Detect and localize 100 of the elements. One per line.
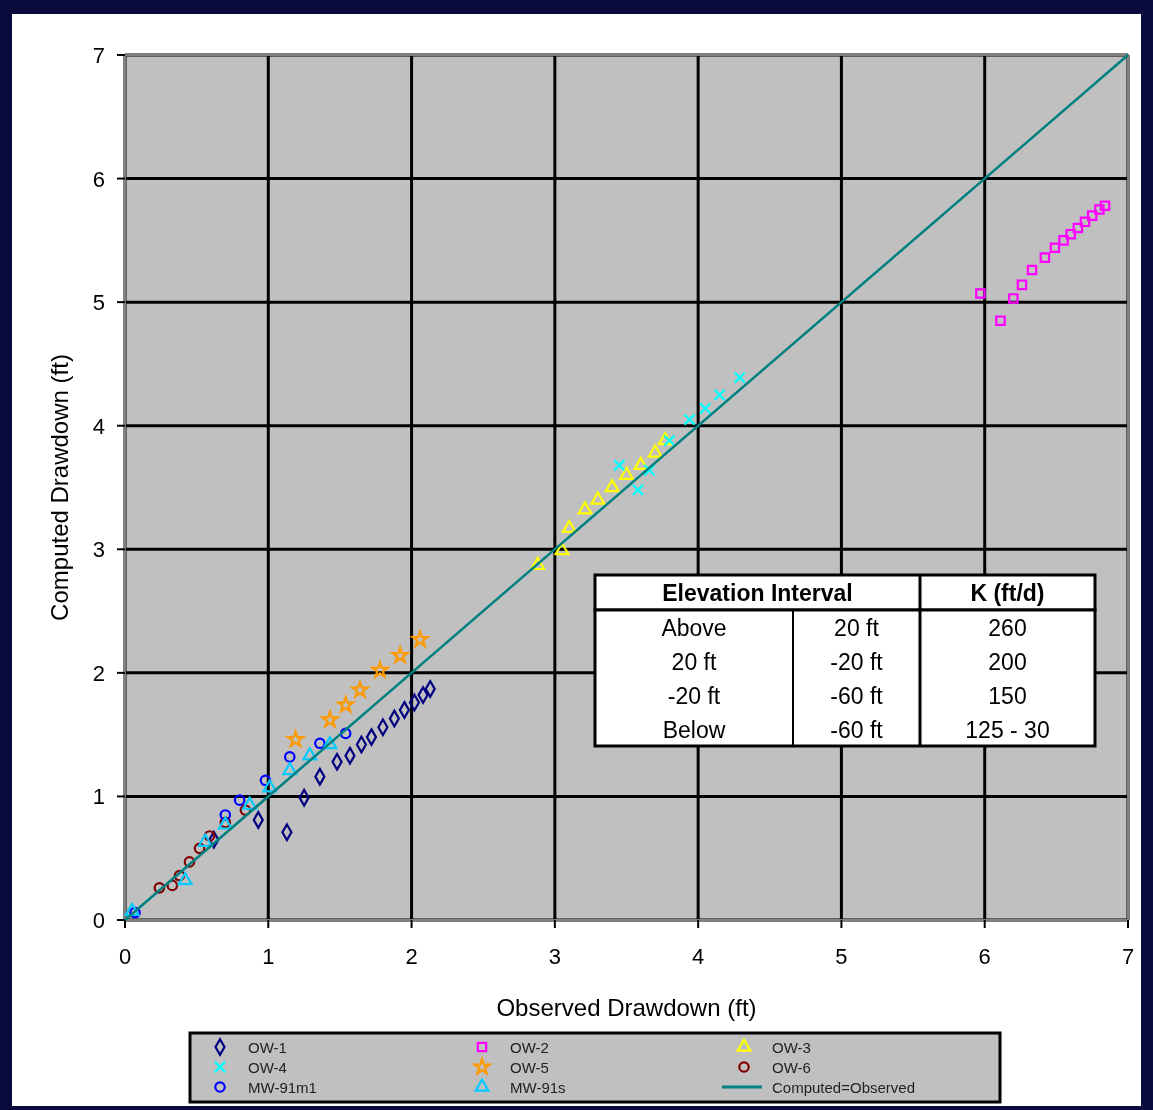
point	[1008, 293, 1019, 304]
point	[314, 737, 326, 750]
point	[302, 747, 318, 761]
annotation: -20 ft	[830, 649, 884, 675]
annotation: 20 ft	[834, 615, 880, 641]
point	[322, 736, 338, 750]
annotation: Elevation Interval	[662, 580, 853, 606]
x-tick-label: 5	[835, 944, 848, 969]
annotation: 150	[988, 683, 1027, 709]
point	[590, 491, 606, 505]
point	[1039, 252, 1051, 263]
point	[733, 371, 746, 384]
point	[242, 796, 258, 810]
point	[647, 444, 663, 458]
legend-label: OW-3	[772, 1039, 811, 1056]
point	[604, 479, 620, 493]
point	[1049, 242, 1061, 254]
y-tick-label: 2	[92, 660, 105, 686]
annotation: 260	[988, 615, 1027, 641]
point	[1065, 228, 1076, 240]
x-tick-label: 6	[978, 944, 991, 969]
point	[197, 833, 213, 847]
x-tick-label: 1	[262, 944, 275, 969]
point	[995, 315, 1006, 326]
annotation: 125 - 30	[965, 717, 1050, 743]
point	[339, 727, 352, 740]
point	[1099, 200, 1111, 212]
point	[975, 288, 986, 299]
x-axis-title: Observed Drawdown (ft)	[496, 994, 757, 1021]
annotation: -60 ft	[830, 717, 884, 743]
point	[129, 906, 141, 919]
point	[259, 774, 272, 787]
legend-label: MW-91m1	[248, 1079, 317, 1096]
annotation: -60 ft	[830, 683, 884, 709]
point	[319, 708, 341, 729]
y-tick-label: 0	[92, 908, 105, 933]
point	[699, 402, 712, 415]
point	[335, 693, 357, 715]
point	[663, 434, 676, 447]
legend-label: OW-6	[772, 1059, 811, 1076]
point	[1016, 279, 1028, 291]
legend-label: OW-4	[248, 1059, 287, 1076]
point	[619, 466, 634, 480]
point	[633, 456, 649, 471]
legend-label: OW-1	[248, 1039, 287, 1056]
point	[203, 830, 216, 842]
point	[409, 628, 431, 649]
x-tick-label: 4	[692, 944, 705, 969]
x-tick-label: 3	[548, 944, 561, 969]
x-tick-label: 2	[405, 944, 418, 969]
legend-label: OW-2	[510, 1039, 549, 1056]
x-tick-label: 0	[118, 944, 132, 969]
point	[193, 842, 206, 855]
point	[657, 432, 673, 446]
point	[631, 483, 645, 497]
annotation: Above	[661, 615, 727, 641]
point	[1094, 204, 1105, 215]
y-axis-title: Computed Drawdown (ft)	[46, 354, 73, 621]
point	[166, 879, 179, 892]
annotation: Below	[662, 717, 726, 743]
point	[183, 856, 196, 868]
point	[124, 902, 140, 917]
point	[153, 882, 166, 894]
annotation: K (ft/d)	[970, 580, 1045, 606]
point	[283, 751, 296, 763]
y-tick-label: 4	[92, 413, 105, 439]
annotation: 200	[988, 649, 1027, 675]
point	[177, 872, 193, 886]
point	[1079, 216, 1091, 228]
point	[173, 869, 186, 882]
y-tick-label: 5	[92, 290, 105, 316]
legend-label: MW-91s	[510, 1079, 566, 1096]
y-tick-label: 3	[92, 537, 105, 563]
point	[1026, 264, 1038, 276]
point	[713, 388, 726, 402]
point	[683, 413, 696, 426]
point	[284, 728, 307, 749]
point	[561, 519, 577, 534]
y-tick-label: 7	[92, 43, 105, 68]
point	[389, 644, 411, 665]
annotation: 20 ft	[671, 649, 717, 675]
point	[1072, 222, 1084, 234]
point	[365, 728, 378, 746]
point	[239, 804, 252, 816]
x-tick-label: 7	[1121, 944, 1135, 969]
point	[577, 501, 593, 515]
legend-label: Computed=Observed	[772, 1079, 915, 1096]
legend-label: OW-5	[510, 1059, 549, 1076]
point	[643, 463, 656, 477]
point	[1058, 235, 1069, 246]
y-tick-label: 1	[92, 784, 105, 810]
point	[262, 779, 278, 793]
y-tick-label: 6	[92, 166, 105, 192]
point	[554, 542, 570, 556]
point	[219, 809, 232, 821]
point	[613, 459, 626, 472]
point	[530, 556, 546, 571]
annotation: -20 ft	[667, 683, 721, 709]
point	[233, 794, 246, 806]
point	[282, 762, 298, 776]
